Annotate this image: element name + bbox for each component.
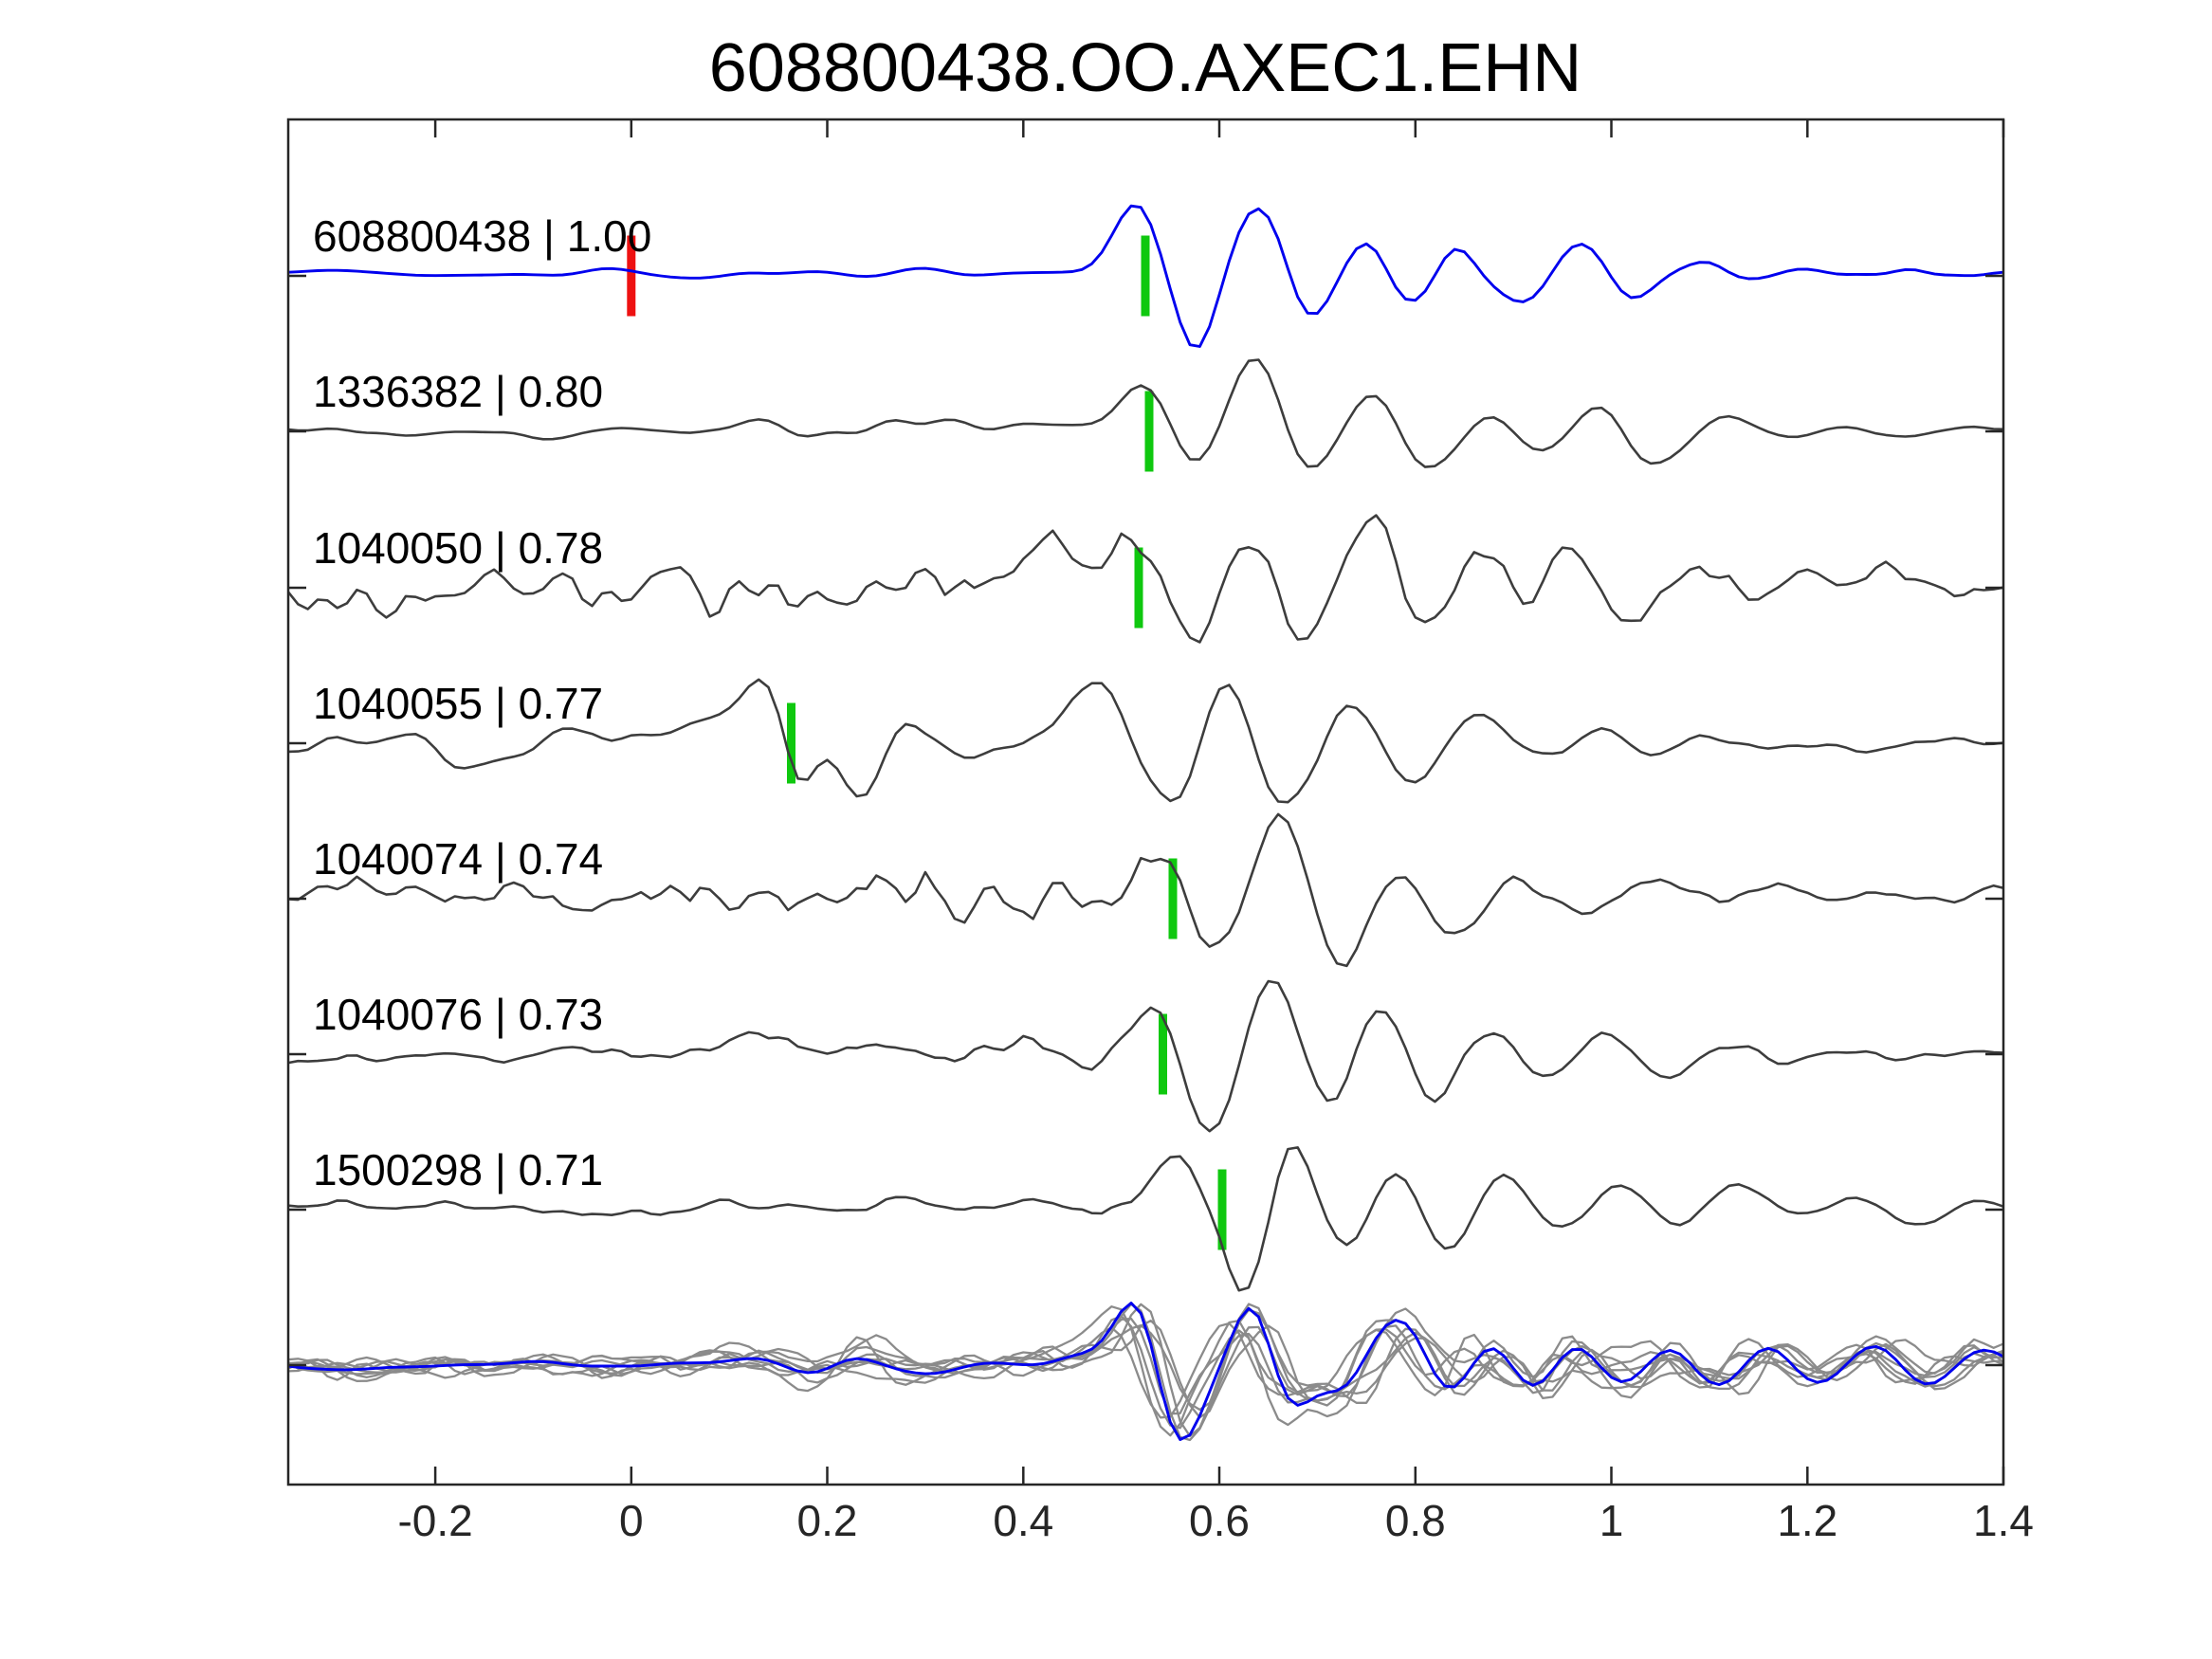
svg-text:1040074 | 0.74: 1040074 | 0.74 xyxy=(313,834,603,884)
svg-text:1040055 | 0.77: 1040055 | 0.77 xyxy=(313,679,603,728)
svg-text:1.4: 1.4 xyxy=(1973,1496,2034,1545)
svg-text:0.8: 0.8 xyxy=(1385,1496,1446,1545)
svg-text:1040050 | 0.78: 1040050 | 0.78 xyxy=(313,523,603,573)
svg-text:1500298 | 0.71: 1500298 | 0.71 xyxy=(313,1145,603,1194)
svg-text:1: 1 xyxy=(1600,1496,1624,1545)
svg-text:0.6: 0.6 xyxy=(1189,1496,1250,1545)
svg-text:608800438 | 1.00: 608800438 | 1.00 xyxy=(313,211,651,261)
svg-text:0.2: 0.2 xyxy=(797,1496,858,1545)
svg-text:608800438.OO.AXEC1.EHN: 608800438.OO.AXEC1.EHN xyxy=(709,30,1582,106)
svg-text:1336382 | 0.80: 1336382 | 0.80 xyxy=(313,367,603,416)
svg-text:1.2: 1.2 xyxy=(1777,1496,1837,1545)
svg-text:0.4: 0.4 xyxy=(993,1496,1053,1545)
svg-text:0: 0 xyxy=(619,1496,644,1545)
svg-text:1040076 | 0.73: 1040076 | 0.73 xyxy=(313,990,603,1039)
svg-text:-0.2: -0.2 xyxy=(397,1496,472,1545)
